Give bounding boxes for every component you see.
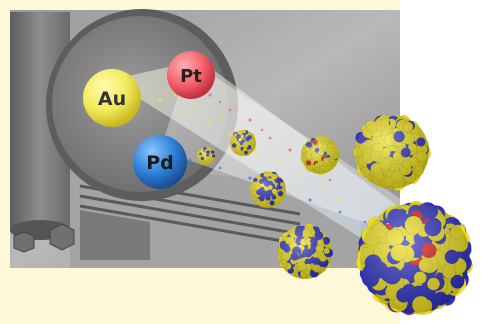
source-pd-label: Pd (146, 152, 174, 174)
source-pt-label: Pt (180, 66, 202, 87)
cluster-1 (197, 146, 216, 165)
particle-beams (110, 60, 410, 250)
source-au-label: Au (98, 88, 126, 110)
source-au: Au (83, 69, 141, 127)
nanoparticle-clusters (197, 114, 473, 316)
source-pt: Pt (167, 51, 215, 99)
source-pd: Pd (133, 135, 187, 189)
cluster-3 (250, 171, 286, 208)
cluster-2 (230, 129, 256, 157)
cluster-4 (300, 135, 339, 176)
cluster-5 (353, 114, 432, 191)
cluster-6 (277, 223, 334, 279)
cluster-7 (355, 200, 473, 316)
